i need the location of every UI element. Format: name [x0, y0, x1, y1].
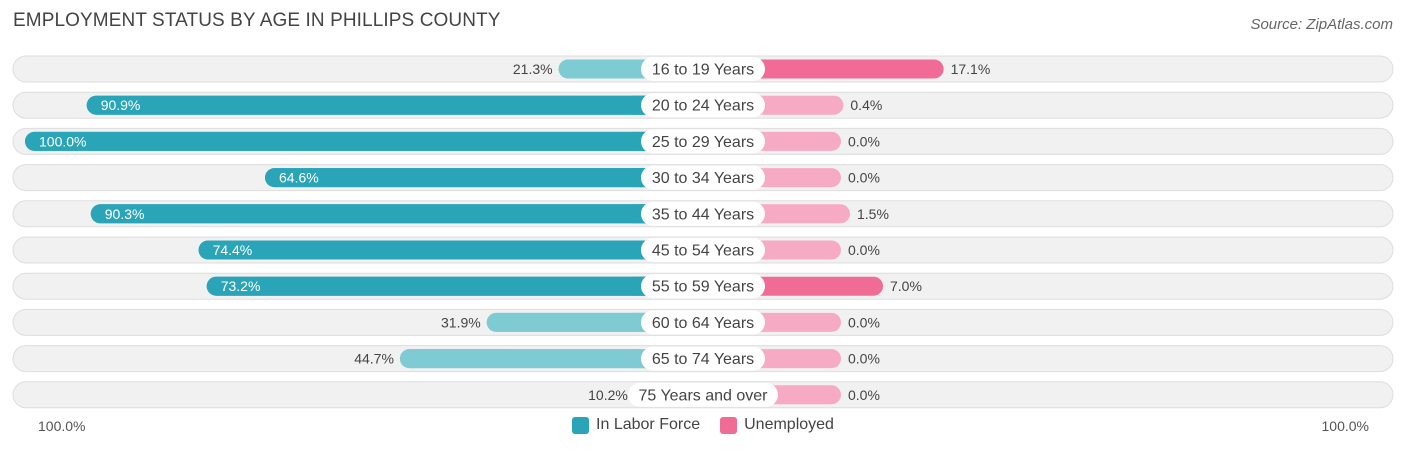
- category-pill: [641, 310, 765, 335]
- value-label-labor: 10.2%: [588, 387, 628, 403]
- category-label: 65 to 74 Years: [652, 351, 754, 368]
- category-label: 35 to 44 Years: [652, 206, 754, 223]
- category-pill: [641, 201, 765, 226]
- category-label: 16 to 19 Years: [652, 62, 754, 79]
- category-label: 75 Years and over: [639, 387, 769, 404]
- value-label-unemployed: 1.5%: [857, 206, 889, 222]
- value-label-labor: 73.2%: [221, 278, 261, 294]
- legend-label-unemployed: Unemployed: [744, 416, 834, 433]
- bar-labor-overlay: [399, 349, 663, 369]
- legend-swatch-unemployed: [720, 416, 738, 434]
- value-label-labor: 100.0%: [39, 133, 86, 149]
- value-label-labor: 44.7%: [354, 351, 394, 367]
- value-label-unemployed: 0.4%: [850, 97, 882, 113]
- category-label: 25 to 29 Years: [652, 134, 754, 151]
- value-label-unemployed: 0.0%: [848, 351, 880, 367]
- bar-labor-overlay: [198, 240, 663, 260]
- axis-right-label: 100.0%: [1321, 418, 1369, 434]
- value-label-unemployed: 0.0%: [848, 242, 880, 258]
- category-pill: [641, 93, 765, 118]
- category-pill: [641, 165, 765, 190]
- legend-swatch-labor: [572, 416, 590, 434]
- bar-labor-overlay: [25, 131, 663, 151]
- value-label-labor: 64.6%: [279, 170, 319, 186]
- bar-labor-overlay: [265, 168, 663, 188]
- legend-label-labor: In Labor Force: [596, 416, 701, 433]
- value-label-unemployed: 17.1%: [951, 61, 991, 77]
- category-label: 30 to 34 Years: [652, 170, 754, 187]
- axis-left-label: 100.0%: [38, 418, 86, 434]
- legend-item-unemployed[interactable]: Unemployed: [720, 416, 834, 434]
- category-pill: [641, 274, 765, 299]
- value-label-labor: 31.9%: [441, 314, 481, 330]
- category-label: 55 to 59 Years: [652, 279, 754, 296]
- category-pill: [641, 129, 765, 154]
- bar-labor-overlay: [90, 204, 664, 224]
- category-pill: [628, 382, 778, 407]
- value-label-labor: 74.4%: [213, 242, 253, 258]
- category-pill: [641, 57, 765, 81]
- category-label: 60 to 64 Years: [652, 315, 754, 332]
- value-label-labor: 90.3%: [105, 206, 145, 222]
- category-label: 45 to 54 Years: [652, 243, 754, 260]
- value-label-unemployed: 0.0%: [848, 133, 880, 149]
- legend-item-labor[interactable]: In Labor Force: [572, 416, 700, 434]
- value-label-unemployed: 0.0%: [848, 387, 880, 403]
- category-pill: [641, 238, 765, 262]
- value-label-labor: 90.9%: [101, 97, 141, 113]
- value-label-unemployed: 0.0%: [848, 170, 880, 186]
- category-label: 20 to 24 Years: [652, 98, 754, 115]
- bar-labor-overlay: [206, 276, 664, 296]
- value-label-unemployed: 0.0%: [848, 314, 880, 330]
- bar-labor-overlay: [486, 312, 663, 332]
- category-pill: [641, 346, 765, 371]
- bar-labor-overlay: [86, 95, 663, 115]
- chart-title: EMPLOYMENT STATUS BY AGE IN PHILLIPS COU…: [13, 10, 501, 31]
- value-label-unemployed: 7.0%: [890, 278, 922, 294]
- value-label-labor: 21.3%: [513, 61, 553, 77]
- source-note: Source: ZipAtlas.com: [1250, 16, 1393, 33]
- legend: In Labor Force Unemployed: [0, 416, 1406, 434]
